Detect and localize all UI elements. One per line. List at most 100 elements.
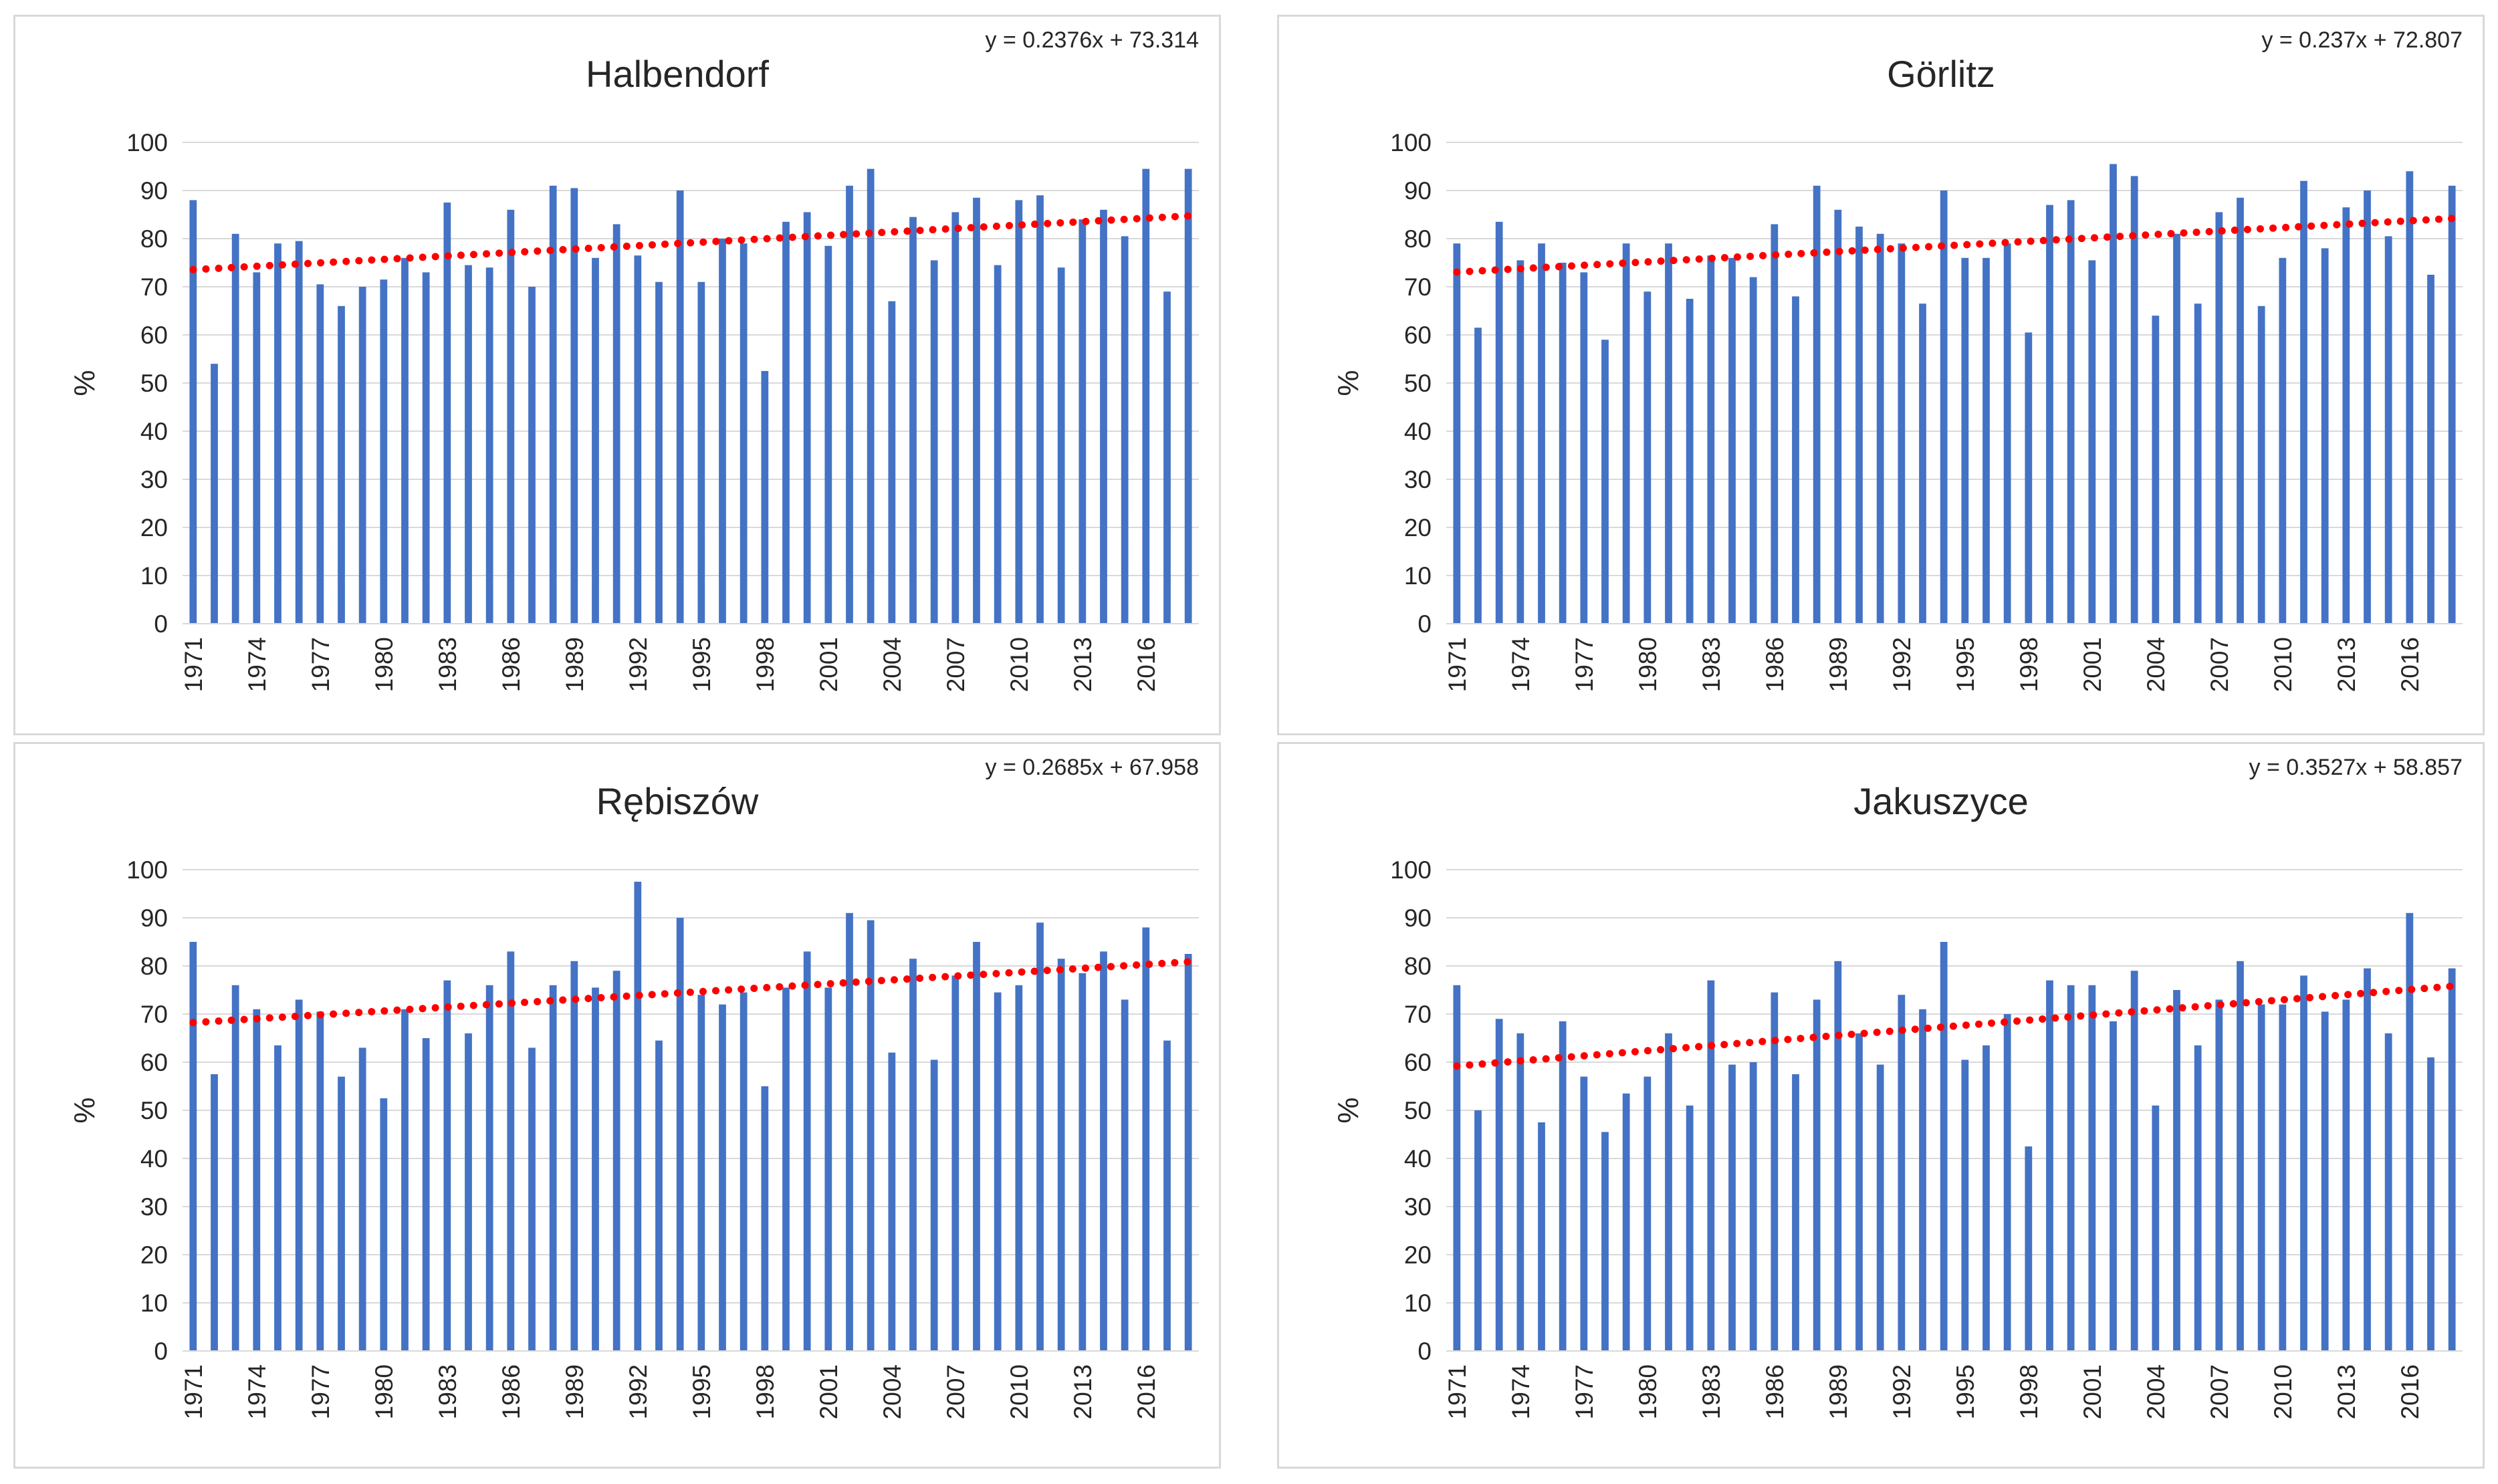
x-tick-label: 2016 [2396,1364,2424,1419]
chart-title: Görlitz [1887,53,1995,95]
bar [549,985,557,1351]
x-tick-label: 1986 [1761,1364,1789,1419]
bar [2427,1057,2434,1351]
x-tick-label: 1971 [1444,1364,1471,1419]
bar [1559,263,1567,624]
y-tick-label: 30 [1404,466,1432,493]
y-tick-label: 100 [1390,129,1432,156]
bar [2384,236,2392,624]
bar [2257,1004,2265,1351]
bar [231,985,239,1351]
y-tick-label: 60 [140,1049,168,1076]
trendline-equation: y = 0.237x + 72.807 [2261,27,2463,53]
y-tick-label: 80 [140,953,168,980]
bar [846,185,853,624]
bar [1961,257,1969,624]
bar [2300,975,2307,1351]
x-tick-label: 1986 [497,1364,525,1419]
bar [1057,267,1065,624]
x-tick-label: 1983 [434,637,461,692]
y-tick-label: 100 [126,129,168,156]
bar [1184,954,1192,1351]
bar [2384,1033,2392,1351]
x-tick-label: 2001 [815,637,842,692]
y-tick-label: 20 [140,1241,168,1269]
bar [2130,176,2138,624]
bar [1474,1110,1482,1351]
bar [655,1040,663,1351]
chart-svg: Görlitz y = 0.237x + 72.807% 0 10 20 30 40 50 60… [1332,27,2463,692]
y-tick-label: 0 [1417,1338,1432,1365]
bar [930,260,938,624]
bar [1057,959,1065,1351]
x-tick-label: 1983 [1698,1364,1725,1419]
bar [211,1074,218,1351]
x-tick-label: 1974 [243,1364,271,1419]
y-tick-label: 70 [1404,1001,1432,1028]
bar [1982,257,1990,624]
bar [1961,1060,1969,1351]
bar [676,191,684,624]
bar [2279,257,2287,624]
x-tick-label: 2016 [1133,637,1160,692]
bar [1538,243,1545,624]
x-tick-label: 1986 [497,637,525,692]
bar [1100,209,1107,624]
bar [634,255,642,624]
bar [422,272,430,624]
y-tick-label: 80 [1404,953,1432,980]
x-tick-label: 1992 [624,1364,652,1419]
bar [253,272,261,624]
x-tick-label: 1983 [1698,637,1725,692]
bar [803,951,811,1351]
y-tick-label: 40 [140,418,168,445]
bar [973,942,980,1351]
y-tick-label: 50 [140,370,168,397]
bar [1834,961,1842,1351]
bar [2279,1004,2287,1351]
trendline-equation: y = 0.3527x + 58.857 [2249,755,2463,780]
bar [824,987,832,1351]
bar [1919,1009,1926,1351]
bar [1078,219,1087,624]
bar [274,243,281,624]
bar [1163,291,1171,624]
bar [740,992,748,1351]
bar [2342,207,2350,624]
bar [994,265,1002,624]
y-tick-label: 80 [1404,225,1432,253]
bar [507,209,515,624]
x-tick-label: 1995 [1952,1364,1979,1419]
bar [2088,260,2096,624]
y-tick-label: 0 [1417,610,1432,638]
bar [465,265,472,624]
bar [1559,1021,1567,1351]
y-tick-label: 100 [1390,856,1432,884]
x-tick-label: 1971 [1444,637,1471,692]
bar [1707,980,1715,1351]
trendline [1453,215,2456,276]
y-tick-label: 90 [140,177,168,205]
bar [740,243,748,624]
bar [761,1086,769,1351]
bar [1453,243,1461,624]
x-tick-label: 1995 [1952,637,1979,692]
bar [1580,272,1588,624]
bar [1749,1062,1757,1351]
chart-title: Jakuszyce [1853,780,2028,822]
bar [1163,1040,1171,1351]
bar [465,1033,472,1351]
chart-svg: Halbendorf y = 0.2376x + 73.314% 0 10 20 30 40… [68,27,1199,692]
bar [1495,221,1503,624]
y-tick-label: 90 [140,904,168,932]
y-tick-label: 90 [1404,177,1432,205]
x-tick-label: 1980 [370,1364,398,1419]
bar [1940,191,1948,624]
bar [634,882,642,1351]
bar [951,975,959,1351]
x-tick-label: 2010 [2269,1364,2297,1419]
x-tick-label: 2013 [1069,637,1097,692]
bar [358,1047,366,1351]
y-tick-label: 0 [154,610,168,638]
bar [422,1038,430,1351]
